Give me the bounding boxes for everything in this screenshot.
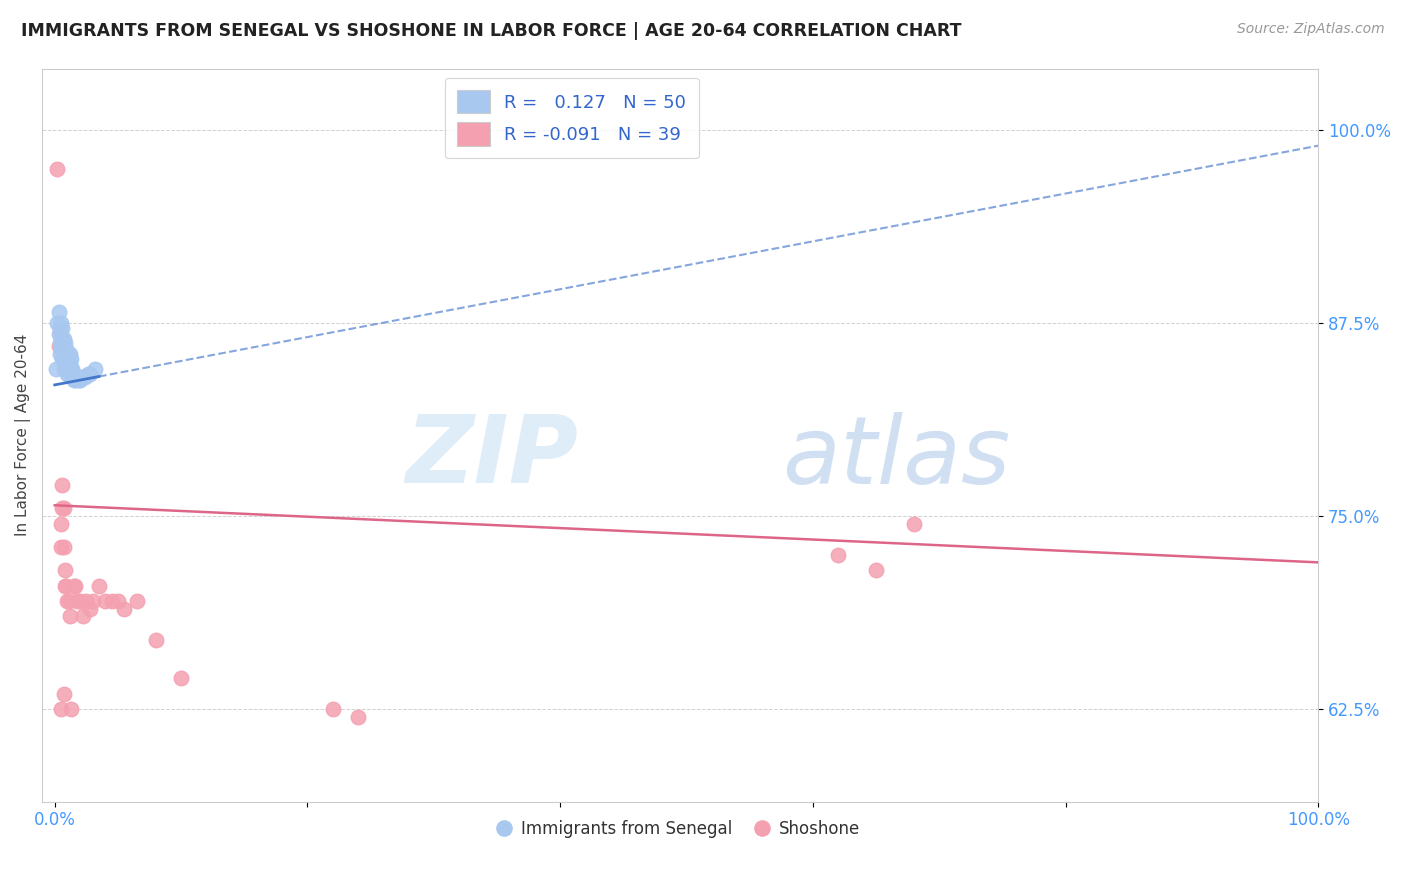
Point	[60, 351, 83, 366]
Point	[51, 501, 73, 516]
Point	[45, 362, 67, 376]
Point	[53, 578, 76, 592]
Point	[56, 347, 79, 361]
Point	[59, 367, 82, 381]
Point	[55, 578, 77, 592]
Point	[62, 370, 84, 384]
Point	[52, 540, 75, 554]
Point	[65, 373, 87, 387]
Point	[52, 501, 75, 516]
Point	[56, 367, 79, 381]
Point	[84, 362, 107, 376]
Point	[58, 594, 80, 608]
Point	[79, 601, 101, 615]
Point	[347, 709, 370, 723]
Point	[49, 702, 72, 716]
Point	[51, 351, 73, 366]
Point	[56, 358, 79, 372]
Point	[53, 563, 76, 577]
Point	[72, 609, 94, 624]
Point	[75, 370, 97, 384]
Point	[53, 336, 76, 351]
Point	[903, 516, 925, 531]
Point	[53, 347, 76, 361]
Point	[49, 332, 72, 346]
Point	[107, 594, 129, 608]
Point	[82, 594, 104, 608]
Point	[75, 594, 97, 608]
Point	[48, 339, 70, 353]
Point	[46, 161, 69, 176]
Point	[59, 358, 82, 372]
Point	[56, 594, 79, 608]
Point	[51, 343, 73, 357]
Point	[59, 609, 82, 624]
Point	[51, 478, 73, 492]
Point	[55, 362, 77, 376]
Point	[827, 548, 849, 562]
Point	[59, 347, 82, 361]
Point	[60, 370, 83, 384]
Point	[52, 332, 75, 346]
Text: ZIP: ZIP	[405, 411, 578, 503]
Point	[51, 332, 73, 346]
Point	[125, 594, 148, 608]
Point	[94, 594, 117, 608]
Point	[46, 316, 69, 330]
Point	[62, 362, 84, 376]
Point	[53, 358, 76, 372]
Point	[62, 367, 84, 381]
Point	[87, 578, 110, 592]
Point	[79, 367, 101, 381]
Point	[145, 632, 167, 647]
Point	[49, 347, 72, 361]
Point	[865, 563, 887, 577]
Point	[52, 362, 75, 376]
Point	[49, 343, 72, 357]
Text: Source: ZipAtlas.com: Source: ZipAtlas.com	[1237, 22, 1385, 37]
Point	[100, 594, 122, 608]
Point	[48, 326, 70, 341]
Point	[52, 687, 75, 701]
Text: IMMIGRANTS FROM SENEGAL VS SHOSHONE IN LABOR FORCE | AGE 20-64 CORRELATION CHART: IMMIGRANTS FROM SENEGAL VS SHOSHONE IN L…	[21, 22, 962, 40]
Point	[55, 351, 77, 366]
Point	[62, 578, 84, 592]
Text: atlas: atlas	[782, 411, 1011, 502]
Point	[52, 343, 75, 357]
Point	[112, 601, 135, 615]
Point	[49, 516, 72, 531]
Point	[49, 320, 72, 334]
Point	[76, 367, 98, 381]
Point	[58, 362, 80, 376]
Point	[49, 540, 72, 554]
Legend: Immigrants from Senegal, Shoshone: Immigrants from Senegal, Shoshone	[494, 814, 868, 845]
Point	[60, 362, 83, 376]
Point	[66, 594, 89, 608]
Point	[49, 324, 72, 338]
Point	[63, 370, 86, 384]
Point	[70, 370, 93, 384]
Y-axis label: In Labor Force | Age 20-64: In Labor Force | Age 20-64	[15, 334, 31, 536]
Point	[48, 305, 70, 319]
Point	[52, 351, 75, 366]
Point	[67, 373, 90, 387]
Point	[322, 702, 344, 716]
Point	[170, 671, 193, 685]
Point	[63, 578, 86, 592]
Point	[58, 351, 80, 366]
Point	[72, 370, 94, 384]
Point	[62, 373, 84, 387]
Point	[69, 373, 91, 387]
Point	[55, 343, 77, 357]
Point	[49, 336, 72, 351]
Point	[66, 370, 89, 384]
Point	[60, 702, 83, 716]
Point	[49, 316, 72, 330]
Point	[69, 594, 91, 608]
Point	[51, 320, 73, 334]
